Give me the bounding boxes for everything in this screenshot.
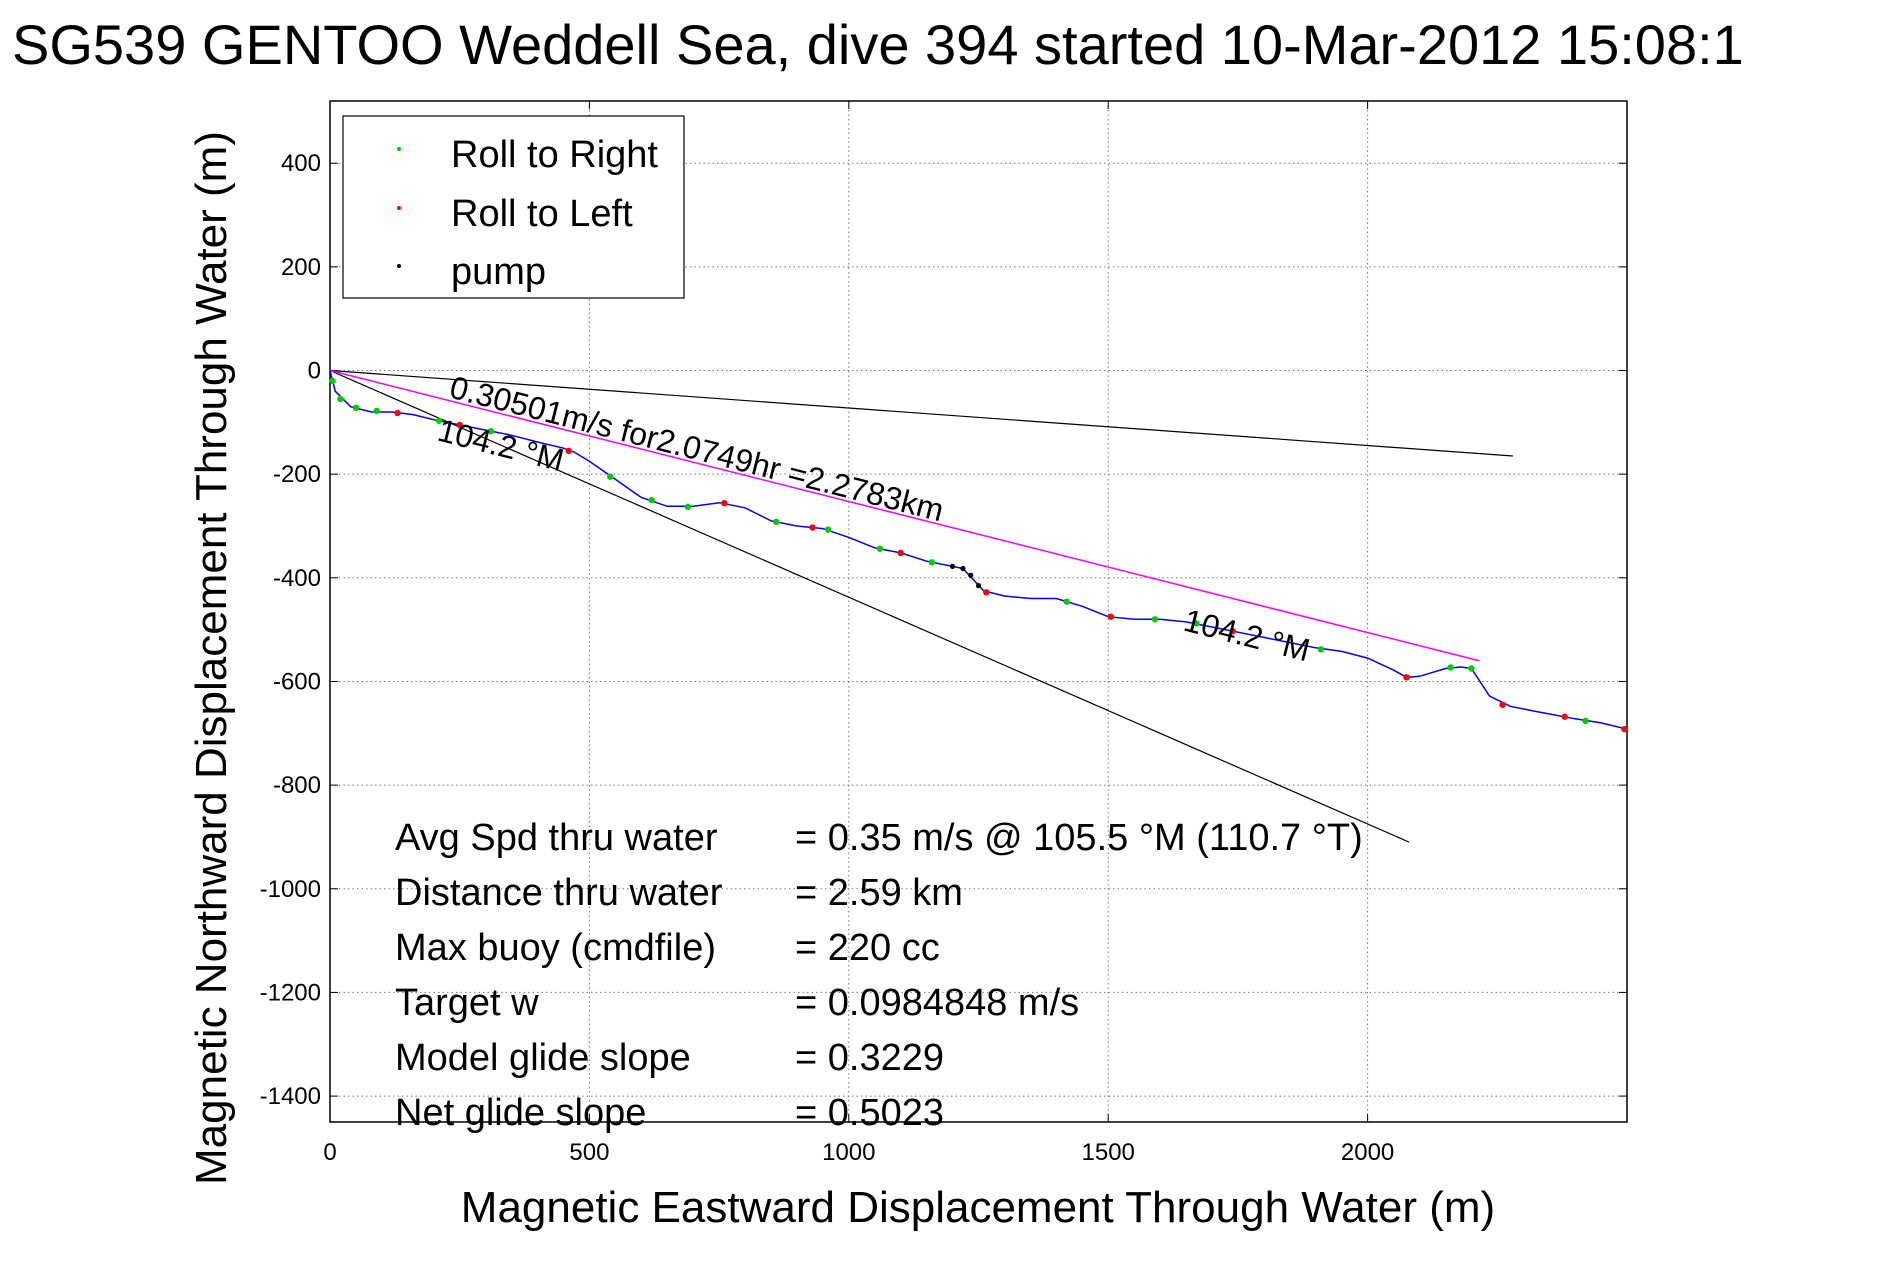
roll-right-point [876, 545, 884, 552]
roll-right-point [1063, 598, 1070, 605]
y-tick-label: -1400 [260, 1083, 321, 1110]
stat-value-max-buoy: = 220 cc [795, 927, 940, 969]
plot-area-frame [329, 100, 1628, 1123]
y-tick-label: 0 [308, 358, 321, 385]
roll-right-point [772, 518, 780, 526]
roll-right-point [648, 496, 655, 504]
roll-left-point [394, 409, 401, 417]
roll-right-point [928, 559, 936, 566]
pump-point [968, 572, 974, 578]
stat-label-target-w: Target w [395, 982, 539, 1024]
stat-label-max-buoy: Max buoy (cmdfile) [395, 927, 716, 969]
y-tick-label: -1000 [260, 876, 321, 903]
x-tick-label: 1000 [822, 1139, 875, 1166]
roll-left-point [1403, 674, 1410, 681]
dive-stats: Avg Spd thru water = 0.35 m/s @ 105.5 °M… [395, 817, 1363, 1134]
stat-value-target-w: = 0.0984848 m/s [795, 982, 1079, 1024]
roll-right-point [373, 407, 380, 415]
stat-label-net-glide: Net glide slope [395, 1092, 646, 1134]
roll-right-point [1151, 616, 1159, 623]
pump-point [975, 582, 982, 589]
roll-right-point [684, 503, 692, 511]
roll-right-point [337, 395, 344, 403]
roll-left-point [456, 421, 463, 429]
y-tick-label: -400 [273, 565, 321, 592]
stat-label-distance: Distance thru water [395, 872, 723, 914]
legend: Roll to Right Roll to Left pump [342, 115, 685, 299]
legend-label-roll-left: Roll to Left [451, 193, 633, 235]
x-tick-label: 1500 [1082, 1139, 1135, 1166]
track-line [329, 370, 1628, 730]
roll-points [329, 377, 1628, 733]
legend-marker-roll-left [397, 206, 401, 210]
legend-marker-roll-right [397, 147, 401, 151]
heading-line [329, 369, 1410, 843]
x-axis-label: Magnetic Eastward Displacement Through W… [461, 1183, 1495, 1232]
stat-value-avg-speed: = 0.35 m/s @ 105.5 °M (110.7 °T) [795, 817, 1363, 859]
stat-value-model-glide: = 0.3229 [795, 1037, 944, 1079]
pump-point [949, 563, 956, 570]
legend-label-roll-right: Roll to Right [451, 134, 658, 176]
roll-right-point [352, 404, 360, 412]
stat-value-net-glide: = 0.5023 [795, 1092, 944, 1134]
roll-left-point [1499, 701, 1506, 708]
average-speed-line [329, 369, 1480, 662]
roll-right-point [1468, 665, 1475, 672]
x-tick-label: 500 [569, 1139, 609, 1166]
y-axis-label: Magnetic Northward Displacement Through … [187, 131, 236, 1185]
roll-left-point [983, 589, 990, 596]
roll-right-point [1317, 646, 1325, 653]
y-tick-label: -600 [273, 668, 321, 695]
roll-left-point [1229, 627, 1236, 635]
roll-left-point [1621, 725, 1628, 733]
y-tick-label: -200 [273, 461, 321, 488]
stat-value-distance: = 2.59 km [795, 872, 963, 914]
x-tick-label: 0 [323, 1139, 336, 1166]
roll-right-point [1447, 664, 1454, 671]
dive-track [329, 370, 1628, 730]
roll-left-point [721, 499, 728, 507]
heading-line [329, 369, 1513, 457]
roll-right-point [1582, 717, 1589, 725]
roll-left-point [1107, 613, 1114, 620]
reference-lines [329, 369, 1513, 843]
stat-label-model-glide: Model glide slope [395, 1037, 691, 1079]
axis-ticks: 0 500 1000 1500 20004002000-200-400-600-800-… [260, 101, 1627, 1166]
roll-right-point [329, 377, 336, 385]
roll-left-point [565, 447, 572, 455]
roll-right-point [435, 417, 443, 424]
roll-left-point [809, 524, 816, 531]
roll-left-point [897, 549, 904, 557]
pump-point [960, 565, 966, 572]
roll-left-point [1561, 713, 1568, 720]
chart-title: SG539 GENTOO Weddell Sea, dive 394 start… [12, 13, 1744, 76]
roll-right-point [1193, 620, 1200, 627]
stat-label-avg-speed: Avg Spd thru water [395, 817, 718, 859]
y-tick-label: 200 [281, 254, 321, 281]
legend-marker-pump [397, 264, 401, 268]
legend-label-pump: pump [451, 251, 546, 293]
y-tick-label: 400 [281, 150, 321, 177]
x-tick-label: 2000 [1341, 1139, 1394, 1166]
roll-right-point [606, 473, 614, 480]
roll-right-point [824, 526, 832, 533]
y-tick-label: -800 [273, 772, 321, 799]
roll-right-point [487, 427, 495, 435]
y-tick-label: -1200 [260, 979, 321, 1006]
heading-end-annotation: 104.2 °M [1180, 602, 1313, 668]
